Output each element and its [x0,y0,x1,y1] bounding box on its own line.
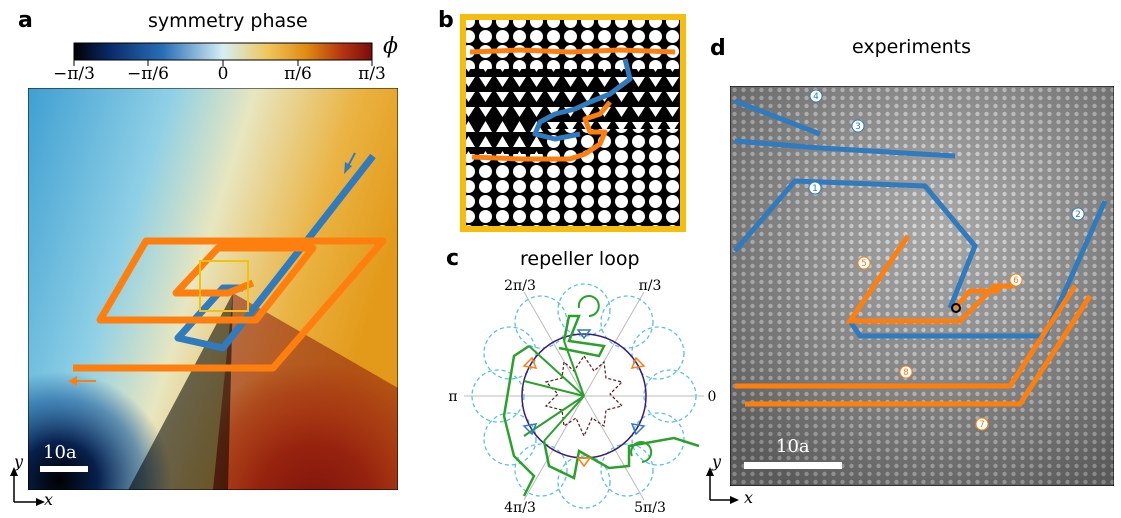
orange-path-2 [471,100,612,162]
marker-label: 2 [1075,210,1081,220]
angle-label: 5π/3 [634,500,666,516]
axis-x-label: x [744,488,754,507]
trajectory-blue-2 [847,199,1108,339]
star [544,354,624,438]
panel-d-title: experiments [852,36,972,58]
marker-label: 3 [855,122,861,132]
colorbar-tick: π/6 [284,64,312,84]
colorbar [73,42,373,66]
blue-arrow-icon [344,162,352,174]
angle-label: 4π/3 [504,500,536,516]
scale-bar [40,466,88,472]
start-marker [951,303,961,313]
scale-label: 10a [43,442,77,463]
colorbar-tick: π/3 [358,64,386,84]
axis-y-label: y [712,452,722,471]
panel-c-title: repeller loop [520,248,640,270]
angle-label: 0 [707,389,717,405]
phase-map [28,88,398,490]
colorbar-title: symmetry phase [148,10,308,32]
angle-label: π [448,389,458,405]
trajectory-orange-7 [745,294,1093,407]
colorbar-tick: 0 [217,64,229,84]
axis-y-label: y [14,452,24,471]
marker-label: 6 [1013,276,1019,286]
scale-label: 10a [776,436,810,457]
marker-label: 4 [813,92,819,102]
trajectory-orange-5 [845,234,1015,324]
panel-d-label: d [710,36,726,61]
axes-indicator [10,467,45,506]
panel-b-label: b [438,8,454,33]
axes-indicator [706,467,739,504]
blue-path [532,58,633,142]
rotation-arrow-icon [577,295,600,317]
trajectory-blue-4 [734,98,821,137]
experiment-image: 4 3 1 2 5 6 7 8 [730,86,1114,486]
trajectory-orange-6 [953,288,1000,310]
panel-c-label: c [446,246,460,271]
blue-trajectory [174,153,376,352]
colorbar-tick: −π/3 [53,64,95,84]
marker-label: 5 [861,259,867,269]
orange-trajectory [73,237,387,372]
repeller-loop-diagram [464,283,704,509]
angle-label: 2π/3 [504,278,536,294]
axis-x-label: x [44,490,54,509]
marker-label: 1 [812,184,818,194]
trajectory-orange-8 [735,284,1078,389]
angle-label: π/3 [638,278,662,294]
lattice-zoom-image [460,14,686,232]
trajectory-blue-1 [733,178,978,309]
zoom-box [199,260,249,312]
trajectory-blue-3 [734,138,956,159]
colorbar-symbol: ϕ [383,34,398,59]
panel-a-label: a [18,8,33,33]
loop-path [502,344,536,497]
marker-label: 7 [979,420,985,430]
orange-path [469,47,676,55]
marker-label: 8 [903,368,909,378]
scale-bar [744,462,842,469]
colorbar-tick: −π/6 [127,64,169,84]
frame [460,14,686,232]
rotation-arrow-icon [630,441,653,463]
orange-arrow-icon [68,376,77,386]
